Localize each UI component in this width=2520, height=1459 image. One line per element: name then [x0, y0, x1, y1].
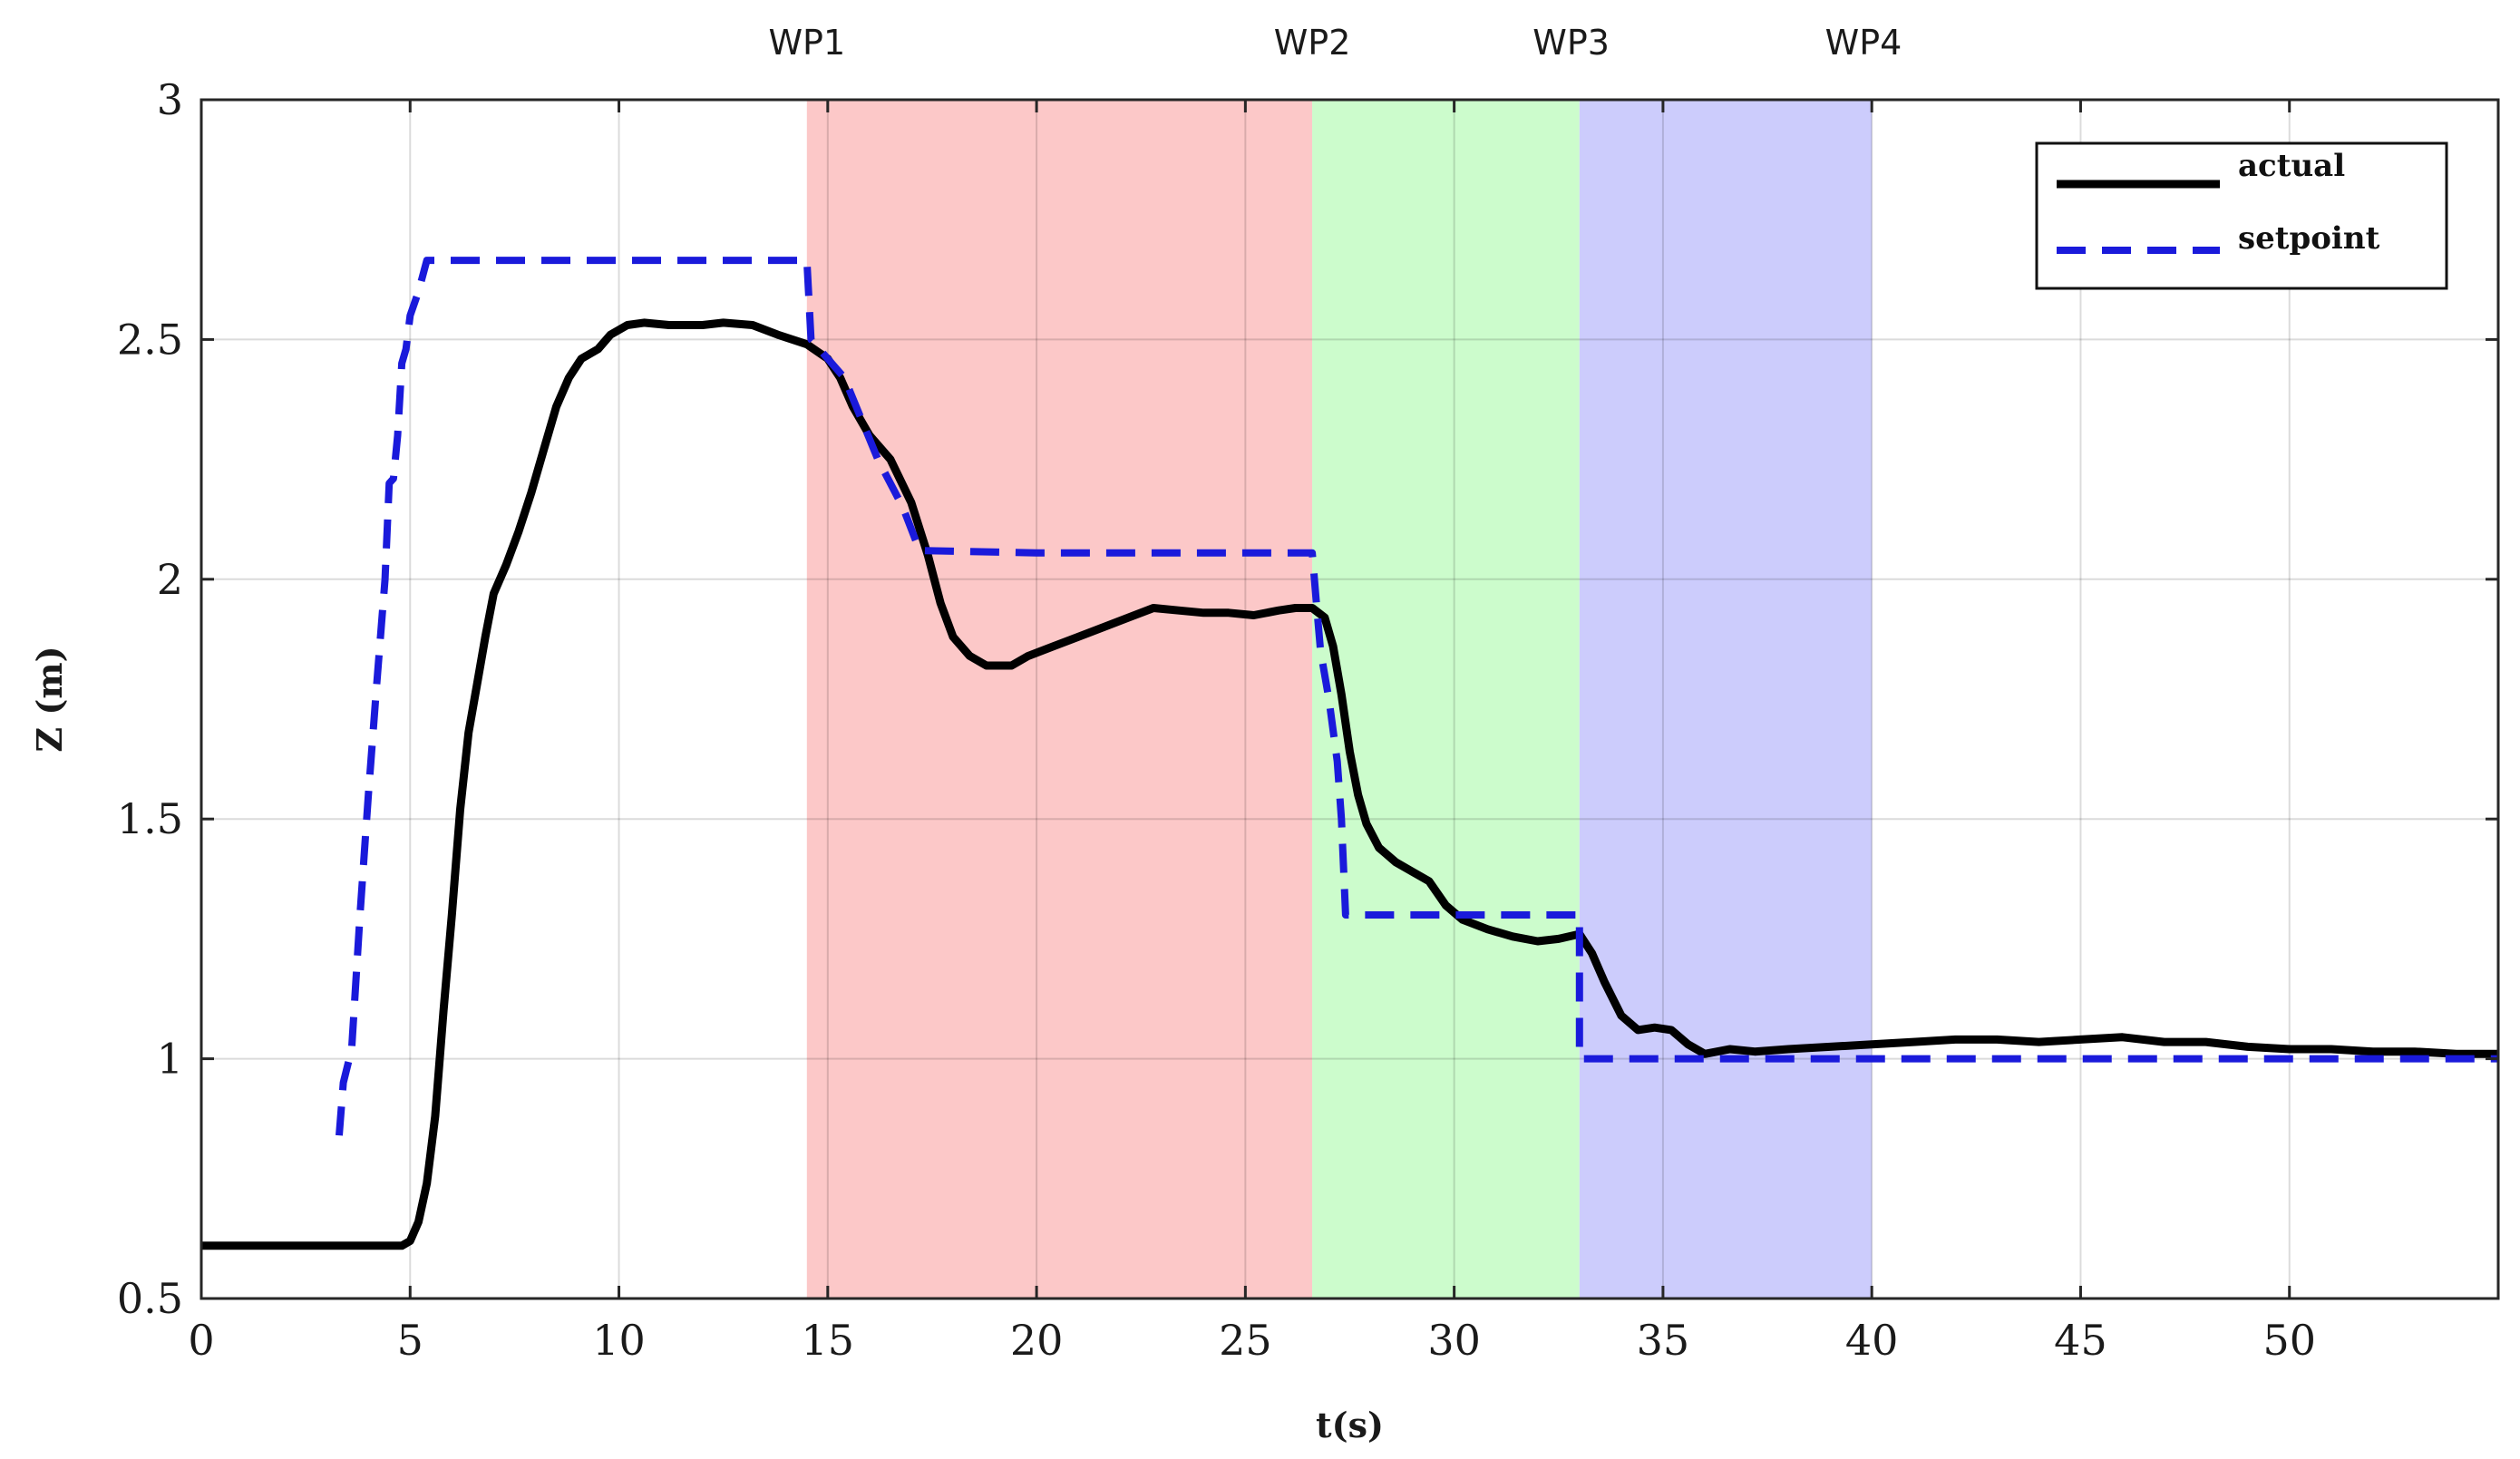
x-tick-label: 10: [592, 1316, 646, 1365]
legend-box: [2035, 141, 2448, 290]
y-tick-label: 0.5: [117, 1274, 183, 1323]
region-wp3: [1579, 100, 1873, 1299]
x-tick-label: 50: [2262, 1316, 2316, 1365]
y-tick-label: 2.5: [117, 315, 183, 364]
legend: actual setpoint: [2035, 141, 2448, 290]
region-wp1: [806, 100, 1313, 1299]
series-line-actual: [201, 318, 2498, 1250]
y-tick-label: 2: [157, 555, 183, 604]
grid-layer: [201, 100, 2498, 1299]
region-label-wp2: WP2: [1274, 23, 1351, 63]
x-tick-label: 30: [1427, 1316, 1481, 1365]
series-line-setpoint: [336, 257, 2498, 1136]
region-wp2: [1312, 100, 1580, 1299]
x-tick-label: 5: [397, 1316, 423, 1365]
tick-layer: 0 5 10 15 20 25 30 35 40 45 50 0.5 1 1.5 2 2.5 3: [117, 75, 2498, 1365]
region-label-wp4: WP4: [1825, 23, 1902, 63]
legend-label-actual: actual: [2238, 148, 2345, 184]
x-tick-label: 0: [188, 1316, 214, 1365]
x-tick-label: 15: [802, 1316, 855, 1365]
y-tick-label: 1: [157, 1035, 183, 1084]
y-tick-label: 3: [157, 75, 183, 124]
region-label-wp1: WP1: [768, 23, 845, 63]
x-tick-label: 45: [2054, 1316, 2107, 1365]
x-axis-label: t(s): [1316, 1405, 1384, 1445]
legend-label-setpoint: setpoint: [2238, 220, 2380, 257]
region-label-layer: WP1 WP2 WP3 WP4: [768, 23, 1902, 63]
y-axis-label: Z (m): [29, 646, 70, 752]
region-layer: [806, 100, 1873, 1299]
plot-frame: [199, 98, 2500, 1300]
y-tick-label: 1.5: [117, 794, 183, 843]
x-tick-label: 20: [1010, 1316, 1064, 1365]
x-tick-label: 25: [1219, 1316, 1272, 1365]
region-label-wp3: WP3: [1532, 23, 1610, 63]
x-tick-label: 40: [1845, 1316, 1899, 1365]
series-layer: [201, 257, 2498, 1250]
x-tick-label: 35: [1637, 1316, 1690, 1365]
